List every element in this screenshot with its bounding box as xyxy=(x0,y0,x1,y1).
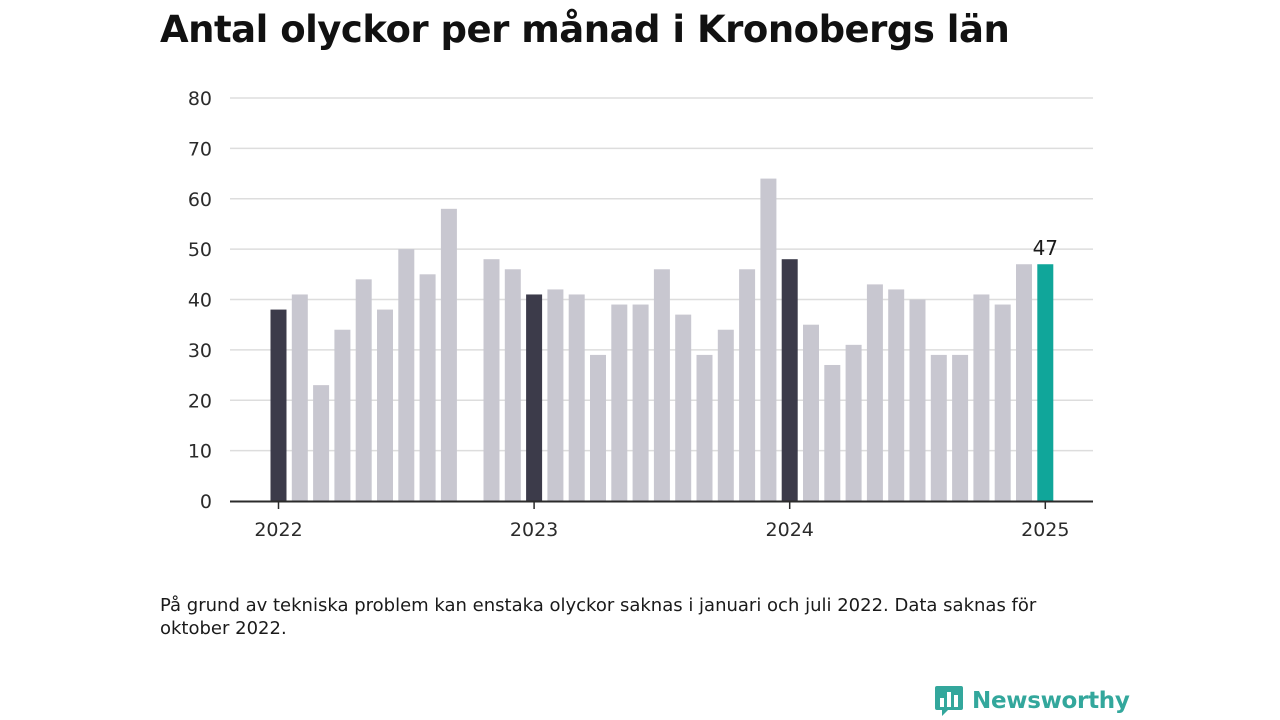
bar-2025-01 xyxy=(1037,264,1054,501)
bar-2022-05 xyxy=(355,279,372,501)
bar-2022-06 xyxy=(377,309,393,501)
newsworthy-logo: Newsworthy xyxy=(934,684,1130,718)
bar-2023-11 xyxy=(739,269,756,501)
x-tick-label: 2024 xyxy=(766,519,814,541)
y-tick-label: 20 xyxy=(188,390,212,412)
bar-2023-08 xyxy=(675,314,692,501)
y-tick-label: 10 xyxy=(188,441,212,463)
bar-2023-03 xyxy=(568,294,585,501)
x-tick-label: 2022 xyxy=(254,519,302,541)
bar-2023-10 xyxy=(717,329,734,501)
bar-2024-04 xyxy=(845,344,862,501)
x-tick-label: 2025 xyxy=(1021,519,1069,541)
x-tick-label: 2023 xyxy=(510,519,558,541)
y-axis-ticks: 0 10 20 30 40 50 60 70 80 xyxy=(188,88,212,513)
bar-2022-03 xyxy=(313,385,330,501)
bar-chart: 0 10 20 30 40 50 60 70 80 2022 2023 2024 2025 47 xyxy=(188,88,1093,541)
bar-2024-02 xyxy=(803,324,819,501)
bar-2022-09 xyxy=(440,208,457,501)
bar-2023-09 xyxy=(696,354,713,501)
bar-2023-05 xyxy=(611,304,628,501)
bar-2023-06 xyxy=(632,304,649,501)
bar-2023-12 xyxy=(760,178,777,501)
brand-name: Newsworthy xyxy=(972,688,1130,714)
bar-2023-07 xyxy=(653,269,670,501)
bar-2024-01 xyxy=(781,259,798,501)
bar-2024-08 xyxy=(930,354,947,501)
y-tick-label: 50 xyxy=(188,239,212,261)
bar-2022-04 xyxy=(334,329,351,501)
x-axis: 2022 2023 2024 2025 xyxy=(230,500,1093,541)
bar-2024-06 xyxy=(888,289,905,501)
y-tick-label: 0 xyxy=(200,491,212,513)
bar-2022-01 xyxy=(270,309,287,501)
bar-2024-03 xyxy=(824,364,841,501)
bar-2022-08 xyxy=(419,274,436,501)
data-label: 47 xyxy=(1033,236,1058,260)
bar-2023-02 xyxy=(547,289,564,501)
bar-2024-05 xyxy=(866,284,883,501)
annotations: 47 xyxy=(1033,236,1058,260)
bar-2023-01 xyxy=(526,294,543,501)
y-tick-label: 60 xyxy=(188,189,212,211)
bar-2024-07 xyxy=(909,299,926,501)
bar-2024-12 xyxy=(1016,264,1032,501)
bars xyxy=(270,178,1054,501)
y-tick-label: 30 xyxy=(188,340,212,362)
bar-2022-07 xyxy=(398,249,415,501)
y-tick-label: 80 xyxy=(188,88,212,110)
bar-2024-11 xyxy=(994,304,1011,501)
y-tick-label: 40 xyxy=(188,290,212,312)
bar-2022-02 xyxy=(291,294,308,501)
bar-2023-04 xyxy=(590,354,606,501)
footnote: På grund av tekniska problem kan enstaka… xyxy=(160,595,1037,639)
chart-title: Antal olyckor per månad i Kronobergs län xyxy=(160,8,1010,51)
bar-2024-09 xyxy=(952,354,969,501)
bar-2022-12 xyxy=(504,269,521,501)
y-tick-label: 70 xyxy=(188,138,212,160)
newsworthy-bar-logo-icon xyxy=(935,686,963,716)
bar-2022-11 xyxy=(483,259,500,501)
bar-2024-10 xyxy=(973,294,990,501)
